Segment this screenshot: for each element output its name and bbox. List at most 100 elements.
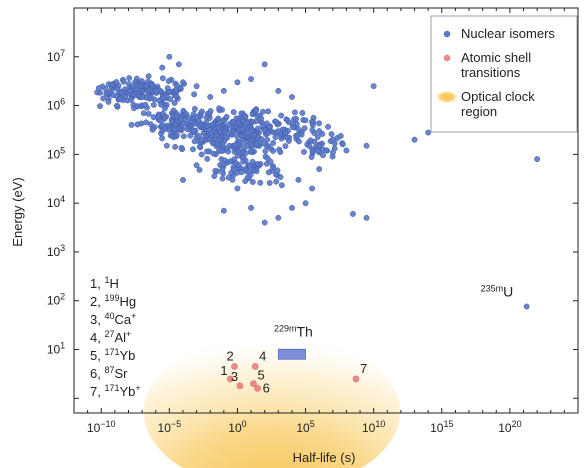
- nuclear-isomer-point: [278, 182, 285, 189]
- nuclear-isomer-point: [145, 73, 152, 80]
- nuclear-isomer-point: [113, 79, 120, 85]
- atomic-transition-point: [251, 363, 259, 370]
- atomic-transition-number: 5: [257, 368, 264, 383]
- nuclear-isomer-point: [210, 150, 217, 157]
- legend-marker-optical: [435, 90, 459, 104]
- nuclear-isomer-point: [288, 204, 295, 211]
- nuclear-isomer-point: [278, 112, 285, 119]
- nuclear-isomer-point: [226, 142, 233, 149]
- nuclear-isomer-point: [261, 61, 268, 68]
- nuclear-isomer-point: [275, 214, 282, 221]
- nuclear-isomer-point: [247, 162, 254, 169]
- nuclear-isomer-point: [199, 136, 206, 143]
- nuclear-isomer-point: [159, 121, 166, 128]
- nuclear-isomer-point: [291, 109, 298, 116]
- nuclear-isomer-point: [264, 155, 271, 162]
- nuclear-isomer-point: [242, 150, 249, 157]
- nuclear-isomer-point: [132, 79, 138, 86]
- atomic-list-item: 5, 171Yb: [90, 347, 135, 363]
- nuclear-isomer-point: [272, 171, 279, 178]
- nuclear-isomer-point: [214, 141, 221, 148]
- nuclear-isomer-point: [193, 83, 200, 90]
- nuclear-isomer-point: [114, 86, 121, 92]
- atomic-transition-point: [254, 385, 261, 392]
- nuclear-isomer-point: [171, 100, 178, 106]
- nuclear-isomer-point: [203, 119, 210, 126]
- x-tick-label: 1010: [362, 419, 385, 435]
- nuclear-isomer-point: [339, 141, 346, 148]
- nuclear-isomer-point: [187, 132, 194, 139]
- atomic-transition-number: 2: [226, 348, 233, 363]
- nuclear-isomer-point: [248, 76, 255, 82]
- nuclear-isomer-point: [227, 158, 234, 165]
- nuclear-isomer-point: [180, 133, 187, 140]
- nuclear-isomer-point: [216, 105, 223, 112]
- nuclear-isomer-point: [180, 79, 186, 86]
- x-tick-label: 105: [296, 419, 314, 435]
- nuclear-isomer-point: [270, 139, 277, 146]
- atomic-transition-number: 1: [220, 363, 227, 378]
- legend-label-optical: Optical clock region: [461, 89, 535, 119]
- nuclear-isomer-point: [259, 108, 266, 115]
- nuclear-isomer-point: [190, 146, 196, 153]
- nuclear-isomer-point: [523, 303, 530, 310]
- legend: Nuclear isomers Atomic shell transitions Op…: [430, 15, 578, 133]
- nuclear-isomer-point: [329, 136, 336, 143]
- nuclear-isomer-point: [173, 113, 180, 120]
- nuclear-isomer-point: [349, 211, 356, 217]
- x-tick-label: 1015: [430, 419, 453, 435]
- nuclear-isomer-point: [172, 143, 179, 150]
- y-axis-title: Energy (eV): [10, 177, 25, 246]
- y-axis: 101 102 103 104 105 106 107: [47, 48, 578, 399]
- y-tick-label: 106: [47, 97, 65, 113]
- nuclear-isomer-point: [288, 94, 295, 100]
- nuclear-isomer-point: [254, 125, 261, 132]
- nuclear-isomer-point: [277, 149, 284, 156]
- nuclear-isomer-point: [142, 101, 149, 108]
- optical-clock-glow: [144, 334, 400, 468]
- plot-border: [73, 7, 579, 414]
- nuclear-isomer-point: [212, 167, 219, 174]
- nuclear-isomer-point: [310, 119, 317, 126]
- nuclear-isomer-point: [126, 75, 133, 82]
- y-tick-label: 107: [47, 48, 65, 64]
- nuclear-isomer-point: [263, 160, 270, 167]
- nuclear-isomer-point: [177, 116, 184, 123]
- nuclear-isomer-point: [234, 185, 241, 192]
- nuclear-isomer-point: [221, 128, 228, 135]
- nuclear-isomer-point: [130, 91, 137, 98]
- nuclear-isomer-point: [316, 120, 323, 127]
- nuclear-isomer-point: [204, 148, 210, 155]
- nuclear-isomer-point: [277, 174, 284, 180]
- nuclear-isomer-point: [314, 134, 321, 140]
- plot-frame: [73, 7, 579, 414]
- nuclear-isomer-point: [239, 125, 246, 132]
- nuclear-isomer-point: [159, 135, 166, 142]
- nuclear-isomer-point: [240, 158, 247, 165]
- nuclear-isomer-point: [220, 87, 227, 94]
- nuclear-isomer-point: [270, 164, 277, 171]
- nuclear-isomer-point: [302, 200, 309, 207]
- x-tick-label: 1020: [498, 419, 521, 435]
- nuclear-isomer-point: [282, 143, 289, 150]
- nuclear-isomer-point: [118, 88, 125, 95]
- atomic-transition-point: [231, 363, 238, 370]
- nuclear-isomer-point: [261, 140, 267, 147]
- y-tick-label: 103: [47, 243, 65, 259]
- x-tick-label: 100: [228, 419, 246, 435]
- nuclear-isomer-point: [270, 148, 277, 154]
- nuclear-isomer-point: [168, 118, 175, 125]
- nuclear-isomer-point: [249, 179, 256, 185]
- nuclear-isomer-point: [325, 123, 332, 130]
- y-tick-label: 102: [47, 292, 65, 308]
- nuclear-isomer-point: [232, 142, 239, 149]
- x-axis: 10−10 10−5 100 105 1010 1015 1020: [73, 8, 579, 435]
- nuclear-isomer-point: [243, 143, 250, 150]
- nuclear-isomer-point: [155, 113, 161, 120]
- nuclear-isomer-point: [159, 75, 166, 82]
- th229m-marker: [277, 348, 306, 360]
- nuclear-isomer-point: [204, 155, 211, 162]
- optical-clock-region: [144, 334, 400, 468]
- nuclear-isomer-point: [251, 132, 258, 139]
